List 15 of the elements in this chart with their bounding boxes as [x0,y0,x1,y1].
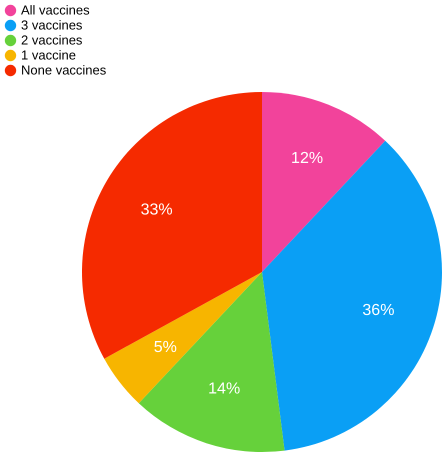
pie-slice [262,92,386,272]
data-label: 14% [208,380,240,398]
legend-label: 1 vaccine [21,48,76,62]
data-label: 5% [154,339,177,356]
pie-slice [104,272,262,404]
pie-slice [138,272,285,452]
data-label: 36% [362,302,394,319]
legend-label: All vaccines [21,2,90,18]
data-label: 33% [140,202,173,219]
data-label: 12% [291,150,324,168]
pie-slice [262,140,442,451]
legend-label: 2 vaccines [21,32,83,48]
legend-label: 3 vaccines [21,18,83,32]
legend-label: None vaccines [21,62,107,78]
pie-slice [82,92,262,359]
